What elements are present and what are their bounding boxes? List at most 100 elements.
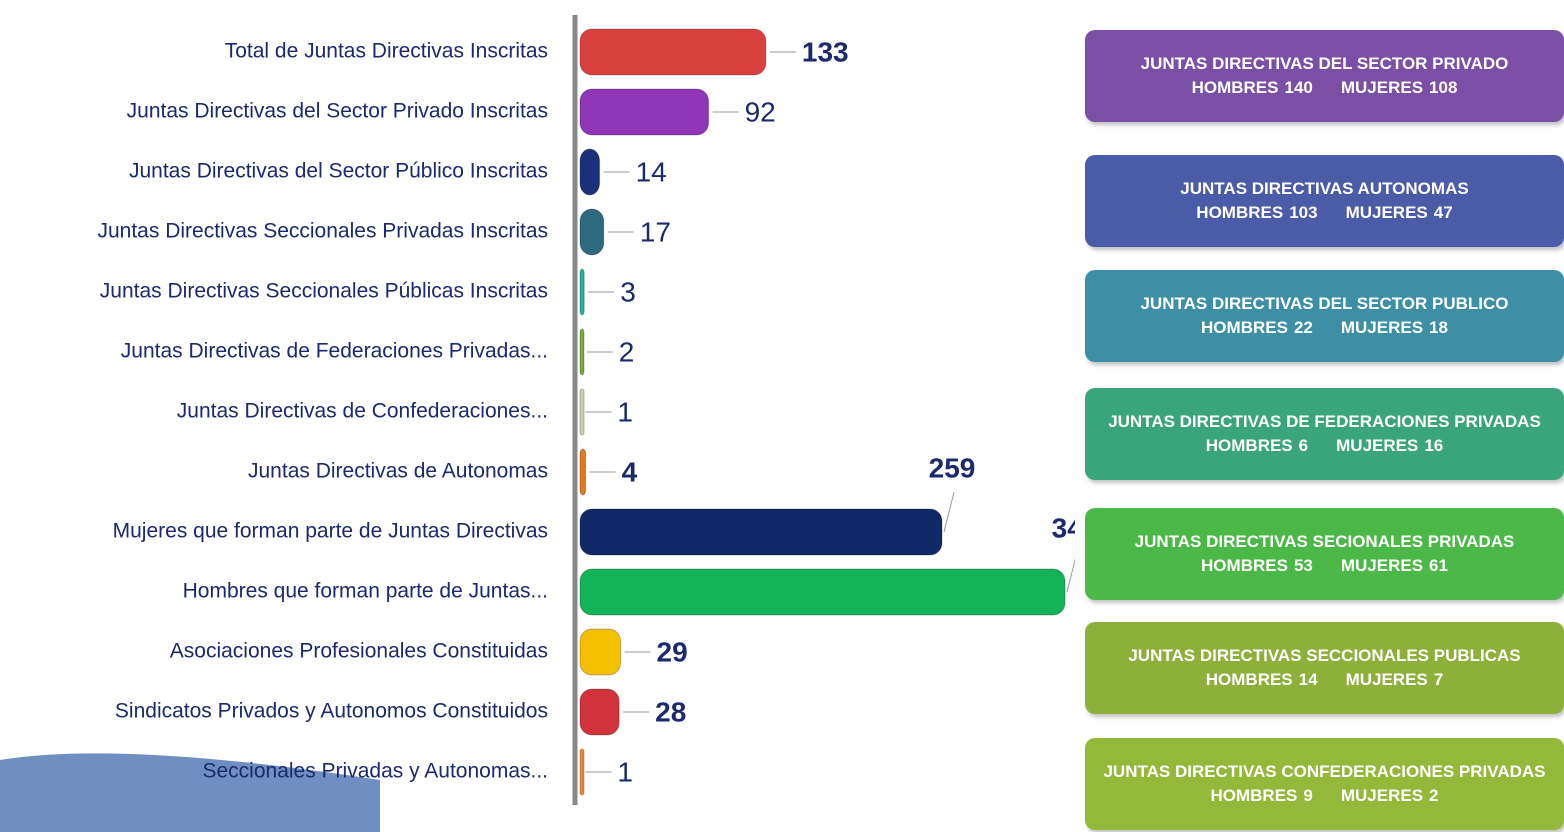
- category-label: Mujeres que forman parte de Juntas Direc…: [113, 520, 548, 543]
- count: MUJERES 61: [1341, 556, 1448, 575]
- count: HOMBRES 140: [1192, 78, 1313, 97]
- panel: JUNTAS DIRECTIVAS SECCIONALES PUBLICAS HO…: [1085, 622, 1564, 714]
- value-label: 14: [636, 156, 667, 187]
- count: HOMBRES 6: [1206, 436, 1308, 455]
- count-value: 22: [1293, 318, 1313, 337]
- count-label: HOMBRES: [1210, 786, 1298, 805]
- value-label: 29: [657, 636, 688, 667]
- category-label: Seccionales Privadas y Autonomas...: [202, 760, 548, 783]
- panel-title: JUNTAS DIRECTIVAS AUTONOMAS: [1180, 179, 1469, 198]
- bar: [579, 568, 1066, 616]
- value-label: 259: [929, 452, 976, 483]
- panel: JUNTAS DIRECTIVAS DEL SECTOR PRIVADO HOMB…: [1085, 30, 1564, 122]
- count-label: MUJERES: [1340, 318, 1424, 337]
- category-label: Sindicatos Privados y Autonomos Constitu…: [115, 700, 548, 723]
- count-label: MUJERES: [1336, 436, 1419, 455]
- bar: [579, 88, 710, 136]
- panel: JUNTAS DIRECTIVAS DE FEDERACIONES PRIVAD…: [1085, 388, 1564, 480]
- count: MUJERES 2: [1341, 786, 1439, 805]
- panel-row: HOMBRES 140 MUJERES 108: [1085, 78, 1564, 98]
- bar: [579, 268, 585, 316]
- value-label: 28: [655, 696, 686, 727]
- count-value: 6: [1298, 436, 1309, 455]
- count: MUJERES 7: [1346, 670, 1444, 689]
- category-label: Juntas Directivas de Confederaciones...: [177, 400, 548, 423]
- value-label: 17: [640, 216, 671, 247]
- chart: Total de Juntas Directivas Inscritas 133 J…: [0, 15, 1075, 832]
- value-label: 92: [745, 96, 776, 127]
- panel-title: JUNTAS DIRECTIVAS CONFEDERACIONES PRIVAD…: [1103, 762, 1546, 781]
- category-label: Hombres que forman parte de Juntas...: [183, 580, 548, 603]
- panel: JUNTAS DIRECTIVAS CONFEDERACIONES PRIVAD…: [1085, 738, 1564, 830]
- category-label: Juntas Directivas de Autonomas: [248, 460, 548, 483]
- panel-row: HOMBRES 14 MUJERES 7: [1085, 670, 1564, 690]
- value-label: 133: [802, 36, 849, 67]
- panel: JUNTAS DIRECTIVAS SECIONALES PRIVADAS HOM…: [1085, 508, 1564, 600]
- count: HOMBRES 22: [1201, 318, 1313, 337]
- bar: [579, 388, 585, 436]
- count-value: 61: [1429, 556, 1448, 575]
- count-value: 9: [1303, 786, 1313, 805]
- decoration: [0, 753, 380, 832]
- bar: [579, 208, 605, 256]
- value-label: 347: [1052, 512, 1075, 543]
- value-label: 1: [617, 396, 633, 427]
- count-value: 14: [1298, 670, 1318, 689]
- count-label: HOMBRES: [1205, 436, 1293, 455]
- count: MUJERES 47: [1346, 203, 1453, 222]
- panel-title: JUNTAS DIRECTIVAS DE FEDERACIONES PRIVAD…: [1108, 412, 1541, 431]
- category-label: Juntas Directivas Seccionales Públicas I…: [100, 280, 548, 303]
- leader-line: [1066, 557, 1075, 593]
- count-label: MUJERES: [1340, 78, 1424, 97]
- count: MUJERES 16: [1336, 436, 1443, 455]
- count: HOMBRES 9: [1210, 786, 1312, 805]
- value-label: 3: [620, 276, 636, 307]
- count-label: MUJERES: [1345, 203, 1428, 222]
- category-label: Total de Juntas Directivas Inscritas: [225, 40, 548, 63]
- count-value: 53: [1293, 556, 1313, 575]
- panel-title: JUNTAS DIRECTIVAS SECIONALES PRIVADAS: [1134, 532, 1515, 551]
- count-value: 108: [1429, 78, 1458, 97]
- panel-title: JUNTAS DIRECTIVAS SECCIONALES PUBLICAS: [1128, 646, 1521, 665]
- value-label: 1: [617, 756, 633, 787]
- category-label: Juntas Directivas del Sector Público Ins…: [129, 160, 548, 183]
- category-label: Juntas Directivas Seccionales Privadas I…: [97, 220, 548, 243]
- category-label: Juntas Directivas de Federaciones Privad…: [121, 340, 548, 363]
- bar: [579, 328, 585, 376]
- bar: [579, 448, 587, 496]
- bar: [579, 148, 601, 196]
- panel: JUNTAS DIRECTIVAS AUTONOMAS HOMBRES 103 MUJ…: [1085, 155, 1564, 247]
- count-value: 7: [1433, 670, 1444, 689]
- panel-row: HOMBRES 22 MUJERES 18: [1085, 318, 1564, 338]
- count-label: HOMBRES: [1196, 203, 1284, 222]
- panel-row: HOMBRES 6 MUJERES 16: [1085, 436, 1564, 456]
- count-value: 47: [1433, 203, 1453, 222]
- count-label: MUJERES: [1345, 670, 1428, 689]
- count-value: 140: [1284, 78, 1313, 97]
- value-label: 4: [622, 456, 638, 487]
- count-value: 2: [1429, 786, 1439, 805]
- category-label: Juntas Directivas del Sector Privado Ins…: [127, 100, 548, 123]
- panel-row: HOMBRES 9 MUJERES 2: [1085, 786, 1564, 806]
- panel-row: HOMBRES 53 MUJERES 61: [1085, 556, 1564, 576]
- count-label: MUJERES: [1340, 556, 1424, 575]
- bar: [579, 688, 620, 736]
- leader-line: [943, 491, 955, 533]
- panel-title: JUNTAS DIRECTIVAS DEL SECTOR PRIVADO: [1140, 54, 1509, 73]
- count-label: HOMBRES: [1191, 78, 1279, 97]
- count-value: 18: [1429, 318, 1448, 337]
- count-value: 16: [1424, 436, 1444, 455]
- count-label: HOMBRES: [1201, 318, 1288, 337]
- panel-title: JUNTAS DIRECTIVAS DEL SECTOR PUBLICO: [1140, 294, 1509, 313]
- panel-row: HOMBRES 103 MUJERES 47: [1085, 203, 1564, 223]
- count: HOMBRES 53: [1201, 556, 1313, 575]
- count-label: HOMBRES: [1201, 556, 1288, 575]
- bar: [579, 628, 622, 676]
- count-value: 103: [1289, 203, 1318, 222]
- count: HOMBRES 103: [1196, 203, 1317, 222]
- panel: JUNTAS DIRECTIVAS DEL SECTOR PUBLICO HOMB…: [1085, 270, 1564, 362]
- count: HOMBRES 14: [1206, 670, 1318, 689]
- count: MUJERES 108: [1341, 78, 1458, 97]
- value-label: 2: [619, 336, 635, 367]
